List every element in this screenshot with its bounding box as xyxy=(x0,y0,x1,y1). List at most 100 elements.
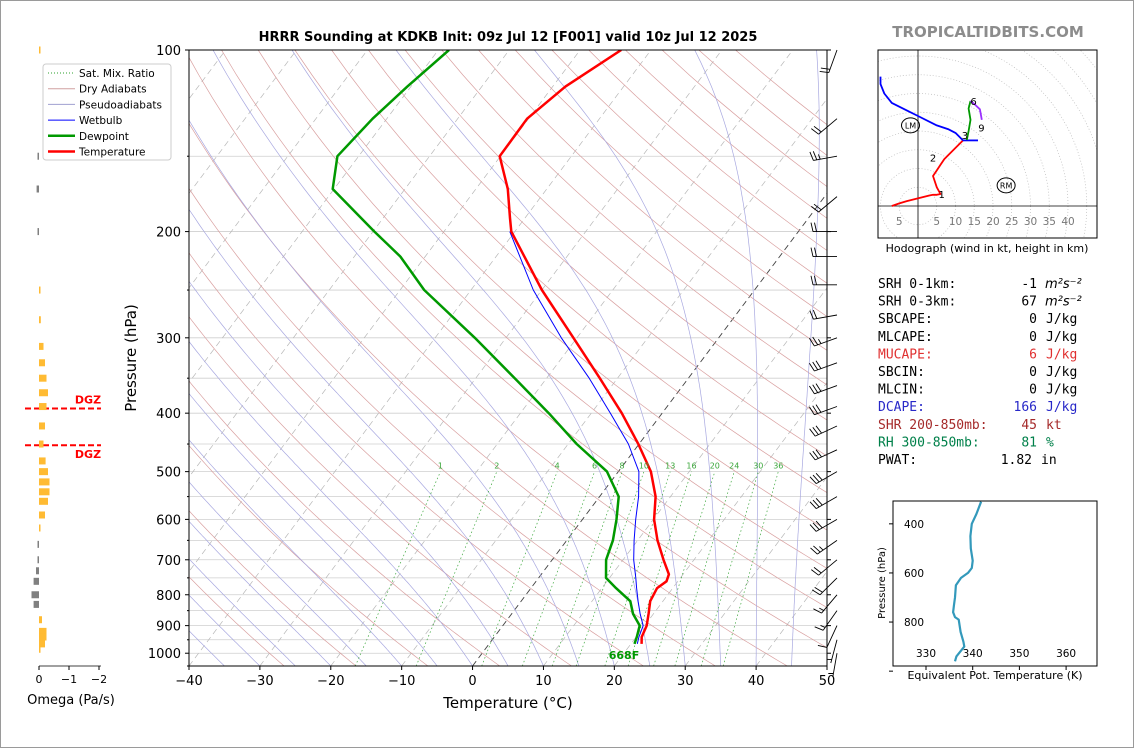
moist-adiabat xyxy=(791,50,820,666)
index-unit: J/kg xyxy=(1046,312,1077,327)
isotherm xyxy=(189,50,368,289)
hodograph-height-label: 6 xyxy=(970,97,976,108)
omega-bar xyxy=(39,633,47,641)
skewt-grid xyxy=(189,50,827,666)
omega-bar xyxy=(39,422,45,430)
mixing-ratio-label: 10 xyxy=(639,462,649,471)
theta-e-xtick-label: 330 xyxy=(916,648,936,660)
dry-adiabat xyxy=(331,50,827,494)
mixing-ratio-label: 1 xyxy=(438,462,443,471)
dry-adiabat xyxy=(189,510,357,666)
omega-bar xyxy=(37,540,39,548)
isotherm xyxy=(826,665,827,666)
index-unit: m²s⁻² xyxy=(1045,295,1082,310)
isotherm xyxy=(189,50,297,194)
index-value: 0 xyxy=(1029,365,1037,380)
wind-barb xyxy=(826,639,838,664)
hodograph-trace xyxy=(879,76,964,142)
index-unit: % xyxy=(1046,435,1054,450)
index-unit: kt xyxy=(1046,418,1062,433)
legend-label: Dewpoint xyxy=(79,131,129,143)
mixing-ratio-label: 16 xyxy=(686,462,696,471)
wind-barb xyxy=(811,559,838,576)
hodograph-grid: 5 5 10 15 20 25 30 35 40 xyxy=(878,50,1097,238)
omega-bar xyxy=(39,342,44,350)
wind-barb xyxy=(817,625,838,648)
legend-label: Pseudoadiabats xyxy=(79,99,162,111)
theta-e-ylabel: Pressure (hPa) xyxy=(877,547,888,619)
isotherm xyxy=(330,50,794,666)
x-tick-label: −20 xyxy=(317,674,344,689)
moist-adiabat xyxy=(189,340,473,666)
omega-bar xyxy=(39,46,41,54)
moist-adiabat xyxy=(395,50,686,666)
wind-barb xyxy=(828,653,838,677)
wind-barb xyxy=(809,336,838,347)
index-label: MUCAPE: xyxy=(878,347,933,362)
moist-adiabat xyxy=(189,439,402,666)
dry-adiabat xyxy=(189,316,572,666)
omega-tick-label: −1 xyxy=(61,673,77,686)
moist-adiabat xyxy=(212,50,615,666)
legend-label: Wetbulb xyxy=(79,115,123,127)
omega-bar xyxy=(39,627,47,635)
wind-barb xyxy=(813,594,838,614)
omega-bar xyxy=(39,457,46,465)
mixing-ratio-label: 36 xyxy=(773,462,783,471)
wind-barb xyxy=(811,577,838,596)
dry-adiabat xyxy=(189,56,827,649)
dry-adiabat xyxy=(189,445,429,666)
isotherm xyxy=(543,287,827,666)
omega-bar xyxy=(39,440,44,448)
temperature-line xyxy=(498,50,671,644)
omega-bar xyxy=(39,478,50,486)
wind-barb xyxy=(809,471,838,484)
hodograph-trace xyxy=(965,100,972,141)
x-tick-label: 30 xyxy=(677,674,694,689)
index-label: MLCIN: xyxy=(878,383,925,398)
skewt-chart: HRRR Sounding at KDKB Init: 09z Jul 12 [… xyxy=(25,30,835,712)
omega-bar xyxy=(31,591,39,599)
mixing-ratio-line xyxy=(481,471,558,666)
isotherm xyxy=(472,192,827,666)
dry-adiabat xyxy=(189,252,644,666)
mixing-ratio-line xyxy=(354,471,441,666)
omega-bar xyxy=(33,600,39,608)
wind-barb xyxy=(809,519,838,532)
legend-label: Sat. Mix. Ratio xyxy=(79,68,155,80)
hodograph-ring-label: 15 xyxy=(968,216,981,228)
moist-adiabat xyxy=(189,119,580,666)
hodograph-ring-label: 25 xyxy=(1005,216,1018,228)
omega-bar xyxy=(37,228,39,236)
moist-adiabat xyxy=(694,50,759,666)
index-value: 1.82 xyxy=(1001,453,1032,468)
hodograph-label: Hodograph (wind in kt, height in km) xyxy=(886,242,1089,255)
mixing-ratio-label: 8 xyxy=(620,462,625,471)
moist-adiabat xyxy=(189,208,544,666)
dry-adiabat xyxy=(257,50,827,569)
isotherm xyxy=(189,50,510,478)
x-tick-label: −30 xyxy=(246,674,273,689)
hodograph-height-label: 3 xyxy=(962,131,968,142)
index-unit: J/kg xyxy=(1046,383,1077,398)
index-unit: J/kg xyxy=(1046,347,1077,362)
dry-adiabat xyxy=(404,50,827,421)
index-unit: J/kg xyxy=(1046,330,1077,345)
hodograph-trace xyxy=(969,100,983,120)
dry-adiabat xyxy=(441,50,827,386)
mixing-ratio-label: 4 xyxy=(555,462,560,471)
storm-motion-label: RM xyxy=(1000,181,1013,190)
index-label: SRH 0-1km: xyxy=(878,277,956,292)
omega-bar xyxy=(39,511,45,519)
mixing-ratio-label: 6 xyxy=(592,462,597,471)
index-value: 6 xyxy=(1029,347,1037,362)
theta-e-ytick-label: 600 xyxy=(904,568,924,580)
index-unit: J/kg xyxy=(1046,365,1077,380)
moist-adiabat xyxy=(189,558,296,666)
wind-barbs xyxy=(809,49,838,677)
y-tick-label: 700 xyxy=(156,554,181,569)
hodograph-ring-label: 20 xyxy=(986,216,999,228)
wind-barb xyxy=(814,610,838,631)
index-label: SBCAPE: xyxy=(878,312,933,327)
